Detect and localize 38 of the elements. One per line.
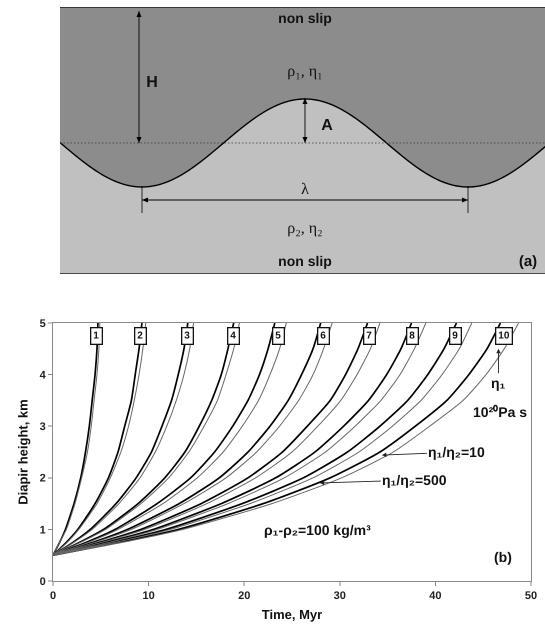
annotation: η₁/η₂=500 [382,472,447,488]
text: ρ₂, η₂ [287,220,323,237]
text: ρ₁, η₁ [287,63,323,80]
annotation: 6 [320,330,326,342]
annotation: 7 [366,330,372,342]
annotation: η₁/η₂=10 [428,444,485,460]
annotation: ρ₁-ρ₂=100 kg/m³ [264,522,372,538]
text: H [146,74,158,91]
x-tick-label: 20 [238,590,250,602]
y-tick-label: 4 [40,369,47,382]
annotation: η₁ [491,375,506,391]
text: non slip [278,253,332,269]
annotation: 10²⁰Pa s [473,404,528,420]
annotation: 10 [498,330,510,342]
x-tick-label: 50 [524,590,538,602]
y-tick-label: 0 [40,576,46,588]
annotation: 3 [184,330,190,342]
annotation: 1 [93,330,100,342]
annotation: 4 [230,330,236,342]
text: A [321,117,334,134]
text: (a) [518,253,538,270]
annotation: (b) [494,549,512,565]
x-tick-label: 30 [334,590,346,602]
y-tick-label: 1 [40,524,46,536]
y-axis-title: Diapir height, km [16,399,31,505]
x-axis-title: Time, Myr [262,606,322,622]
text: non slip [278,10,332,26]
x-tick-label: 0 [50,590,56,602]
y-tick-label: 2 [40,472,46,485]
y-tick-label: 5 [40,318,46,330]
x-tick-label: 10 [142,590,155,602]
text: λ [301,181,310,198]
annotation: 2 [137,330,144,342]
x-tick-label: 40 [429,590,442,602]
annotation: 5 [275,330,282,342]
annotation: 8 [409,330,416,342]
annotation: 9 [452,330,458,342]
y-tick-label: 3 [40,421,46,434]
